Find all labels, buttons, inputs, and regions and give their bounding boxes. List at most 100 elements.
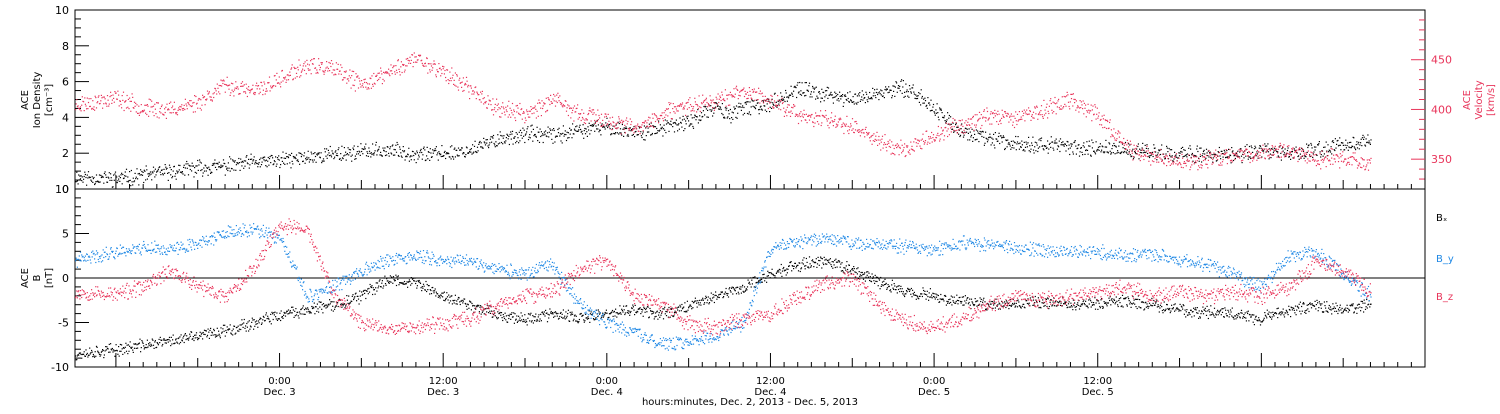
- density-point: [1281, 160, 1282, 161]
- density-point: [892, 85, 893, 86]
- velocity-point: [1038, 113, 1039, 114]
- velocity-point: [614, 125, 615, 126]
- velocity-point: [682, 102, 683, 103]
- velocity-point: [467, 86, 468, 87]
- velocity-point: [84, 97, 85, 98]
- velocity-point: [250, 90, 251, 91]
- velocity-point: [343, 77, 344, 78]
- density-point: [471, 154, 472, 155]
- velocity-point: [861, 130, 862, 131]
- density-point: [479, 141, 480, 142]
- velocity-point: [730, 92, 731, 93]
- density-point: [1041, 138, 1042, 139]
- density-point: [738, 106, 739, 107]
- density-point: [1100, 143, 1101, 144]
- density-point: [659, 130, 660, 131]
- density-point: [650, 134, 651, 135]
- velocity-point: [568, 115, 569, 116]
- density-point: [753, 106, 754, 107]
- velocity-point: [1339, 157, 1340, 158]
- density-point: [907, 96, 908, 97]
- velocity-point: [687, 102, 688, 103]
- velocity-point: [1078, 106, 1079, 107]
- density-point: [608, 125, 609, 126]
- velocity-point: [398, 69, 399, 70]
- density-point: [1369, 142, 1370, 143]
- bx-point: [199, 335, 200, 336]
- velocity-point: [500, 117, 501, 118]
- density-point: [139, 173, 140, 174]
- density-point: [1061, 144, 1062, 145]
- velocity-point: [155, 109, 156, 110]
- density-point: [1266, 145, 1267, 146]
- density-point: [704, 114, 705, 115]
- velocity-point: [1021, 117, 1022, 118]
- velocity-point: [1281, 151, 1282, 152]
- velocity-point: [131, 101, 132, 102]
- bx-point: [232, 330, 233, 331]
- velocity-point: [200, 108, 201, 109]
- velocity-point: [215, 88, 216, 89]
- density-point: [527, 128, 528, 129]
- velocity-point: [1080, 100, 1081, 101]
- density-point: [286, 156, 287, 157]
- velocity-point: [456, 74, 457, 75]
- velocity-point: [490, 100, 491, 101]
- velocity-point: [1116, 138, 1117, 139]
- density-point: [854, 103, 855, 104]
- density-point: [476, 152, 477, 153]
- velocity-point: [989, 124, 990, 125]
- velocity-point: [1273, 154, 1274, 155]
- density-point: [743, 107, 744, 108]
- density-point: [114, 173, 115, 174]
- density-point: [105, 174, 106, 175]
- velocity-point: [885, 144, 886, 145]
- velocity-point: [654, 114, 655, 115]
- velocity-point: [587, 119, 588, 120]
- density-point: [76, 172, 77, 173]
- velocity-point: [970, 127, 971, 128]
- velocity-point: [527, 111, 528, 112]
- velocity-point: [480, 92, 481, 93]
- velocity-point: [457, 87, 458, 88]
- density-point: [1320, 156, 1321, 157]
- density-point: [884, 97, 885, 98]
- velocity-point: [321, 64, 322, 65]
- density-point: [1230, 155, 1231, 156]
- density-point: [1352, 146, 1353, 147]
- density-point: [722, 114, 723, 115]
- velocity-point: [1084, 103, 1085, 104]
- velocity-point: [706, 102, 707, 103]
- velocity-point: [554, 96, 555, 97]
- density-point: [245, 160, 246, 161]
- velocity-point: [149, 99, 150, 100]
- velocity-point: [652, 118, 653, 119]
- density-point: [1219, 147, 1220, 148]
- density-point: [673, 122, 674, 123]
- velocity-point: [1313, 159, 1314, 160]
- density-point: [1346, 147, 1347, 148]
- velocity-point: [1067, 94, 1068, 95]
- velocity-point: [1366, 164, 1367, 165]
- velocity-point: [230, 92, 231, 93]
- density-point: [292, 163, 293, 164]
- velocity-point: [973, 130, 974, 131]
- density-point: [513, 144, 514, 145]
- bx-point: [294, 317, 295, 318]
- bx-point: [101, 351, 102, 352]
- velocity-point: [117, 91, 118, 92]
- density-point: [395, 149, 396, 150]
- velocity-point: [298, 69, 299, 70]
- density-point: [519, 140, 520, 141]
- density-point: [913, 84, 914, 85]
- velocity-point: [811, 114, 812, 115]
- velocity-point: [1256, 153, 1257, 154]
- density-point: [120, 177, 121, 178]
- velocity-point: [362, 83, 363, 84]
- bx-point: [316, 311, 317, 312]
- density-point: [691, 123, 692, 124]
- velocity-point: [1317, 163, 1318, 164]
- density-point: [711, 109, 712, 110]
- density-point: [683, 116, 684, 117]
- density-point: [1347, 145, 1348, 146]
